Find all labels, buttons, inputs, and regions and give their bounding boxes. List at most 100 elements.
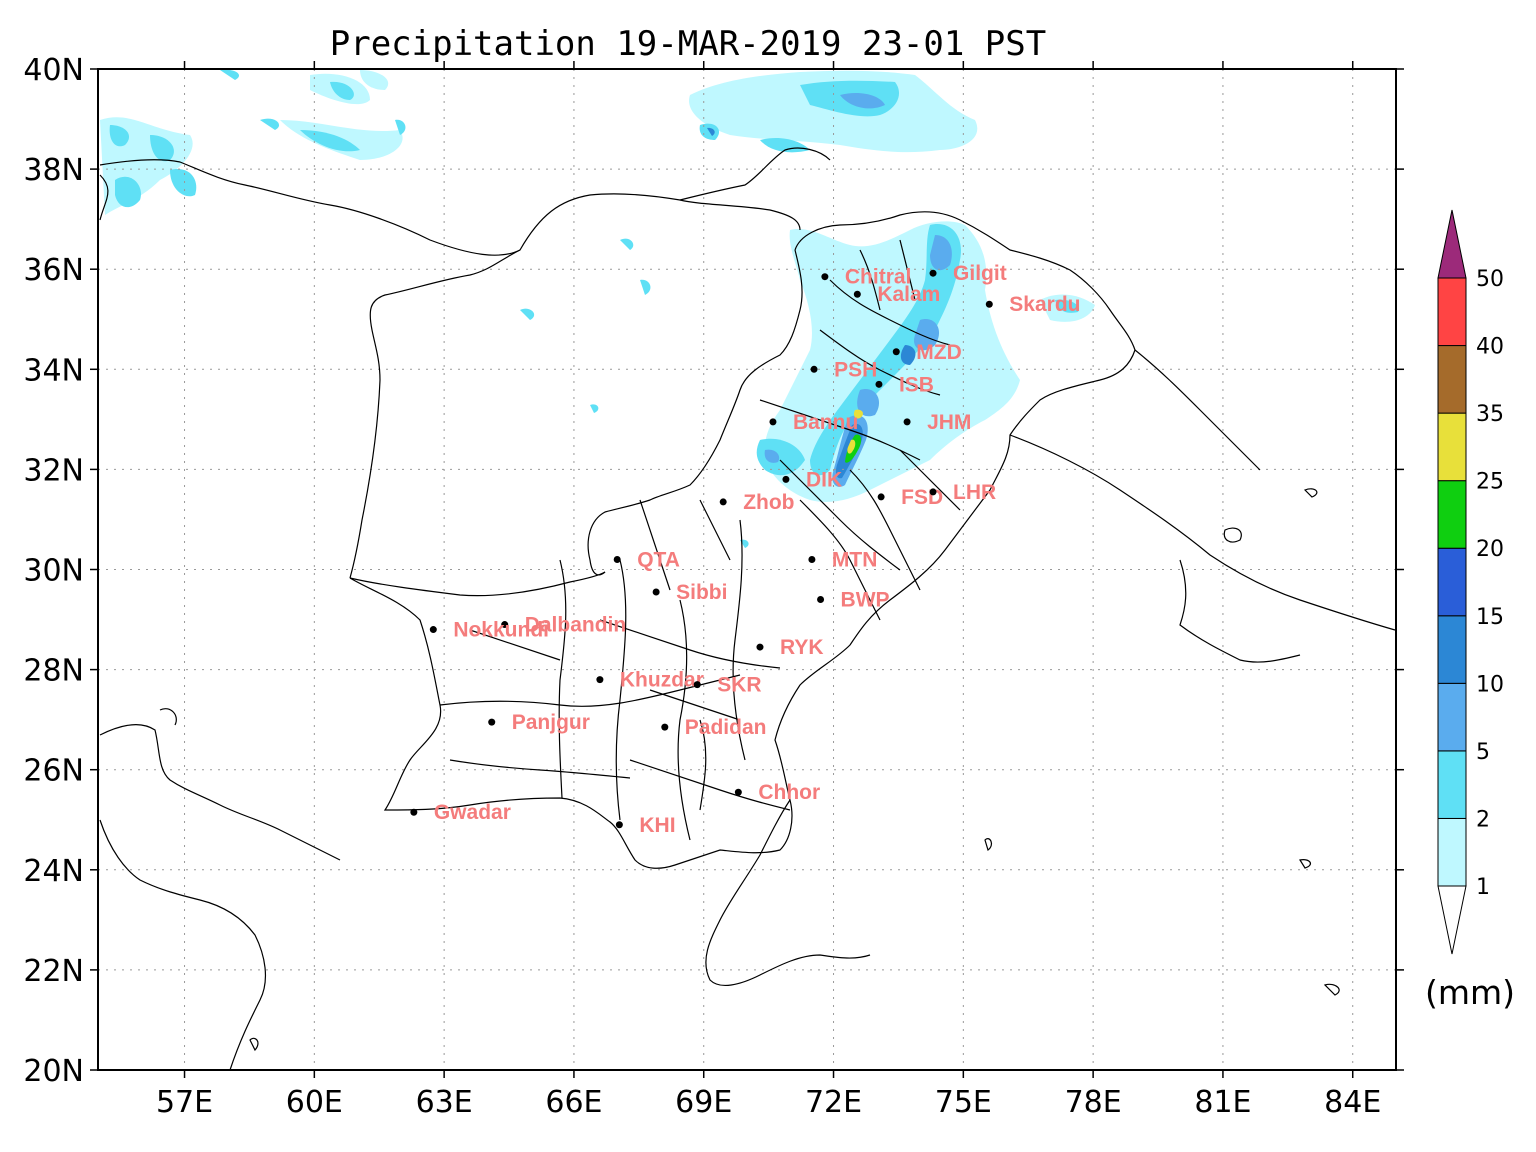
colorbar-segment	[1437, 547, 1467, 617]
city-label: SKR	[717, 674, 761, 697]
colorbar-level-label: 50	[1476, 267, 1504, 292]
lon-tick-label: 81E	[1194, 1085, 1251, 1120]
city-marker	[488, 718, 496, 726]
city-marker	[810, 365, 818, 373]
map-title: Precipitation 19-MAR-2019 23-01 PST	[330, 24, 1046, 64]
city-label: PSH	[834, 358, 877, 381]
lat-tick-label: 20N	[23, 1054, 84, 1089]
city-marker	[929, 488, 937, 496]
colorbar-level-label: 35	[1476, 402, 1504, 427]
city-label: Khuzdar	[620, 669, 704, 692]
city-label: Dalbandin	[525, 614, 627, 637]
colorbar-level-label: 10	[1476, 672, 1504, 697]
colorbar-segment	[1437, 750, 1467, 819]
colorbar-level-label: 25	[1476, 470, 1504, 495]
city-marker	[808, 555, 816, 563]
city-label: Panjgur	[512, 711, 590, 734]
city-marker	[769, 418, 777, 426]
lon-tick-label: 60E	[286, 1085, 343, 1120]
city-label: Chhor	[758, 781, 820, 804]
colorbar-level-label: 40	[1476, 335, 1504, 360]
colorbar-segment	[1437, 682, 1467, 752]
colorbar-segment	[1437, 480, 1467, 549]
lat-tick-label: 36N	[23, 253, 84, 288]
lat-tick-label: 26N	[23, 754, 84, 789]
city-marker	[596, 676, 604, 684]
city-marker	[613, 555, 621, 563]
city-label: RYK	[780, 636, 824, 659]
city-label: Zhob	[743, 491, 794, 514]
city-label: Chitral	[845, 266, 912, 289]
lon-tick-label: 78E	[1065, 1085, 1122, 1120]
colorbar-level-label: 5	[1476, 740, 1490, 765]
colorbar-segment	[1437, 817, 1467, 887]
boundaries	[99, 147, 1396, 1071]
units-label: (mm)	[1425, 973, 1515, 1012]
colorbar-level-label: 20	[1476, 537, 1504, 562]
city-label: JHM	[927, 411, 971, 434]
city-label: Padidan	[685, 716, 767, 739]
lat-tick-label: 32N	[23, 453, 84, 488]
city-marker	[756, 643, 764, 651]
city-label: Sibbi	[676, 581, 727, 604]
city-label: MTN	[832, 548, 878, 571]
city-marker	[821, 273, 829, 281]
city-marker	[661, 723, 669, 731]
city-marker	[501, 621, 509, 629]
city-label: LHR	[953, 481, 996, 504]
city-marker	[652, 588, 660, 596]
lat-tick-label: 38N	[23, 153, 84, 188]
colorbar-segment	[1437, 615, 1467, 684]
city-label: Gwadar	[434, 801, 511, 824]
city-marker	[875, 380, 883, 388]
colorbar-segment	[1437, 345, 1467, 414]
lat-tick-label: 22N	[23, 954, 84, 989]
axes: 40N 38N 36N 34N 32N 30N 28N 26N 24N 22N 20N 57E 60E 6…	[23, 53, 1404, 1120]
city-label: FSD	[901, 486, 943, 509]
city-label: Nokkundi	[453, 619, 549, 642]
lon-tick-label: 57E	[156, 1085, 213, 1120]
lat-tick-label: 24N	[23, 854, 84, 889]
city-label: DIK	[806, 468, 842, 491]
city-marker	[877, 493, 885, 501]
colorbar-segment	[1437, 412, 1467, 482]
lon-tick-label: 69E	[675, 1085, 732, 1120]
lon-tick-label: 75E	[935, 1085, 992, 1120]
city-marker	[615, 821, 623, 829]
city-marker	[429, 626, 437, 634]
city-label: Bannu	[793, 411, 858, 434]
lon-tick-label: 63E	[416, 1085, 473, 1120]
city-marker	[782, 475, 790, 483]
city-label: Kalam	[877, 283, 940, 306]
lon-tick-label: 84E	[1324, 1085, 1381, 1120]
precipitation-field	[100, 69, 1095, 548]
city-marker	[985, 300, 993, 308]
city-label: QTA	[637, 548, 680, 571]
lat-tick-label: 28N	[23, 654, 84, 689]
lat-tick-label: 30N	[23, 554, 84, 589]
city-label: MZD	[916, 341, 962, 364]
lat-tick-label: 40N	[23, 53, 84, 88]
colorbar-level-label: 2	[1476, 807, 1490, 832]
city-markers: Chitral Gilgit Kalam Skardu MZD PSH ISB Bannu JH…	[410, 262, 1080, 837]
city-marker	[817, 596, 825, 604]
city-marker	[410, 808, 418, 816]
city-label: Skardu	[1009, 293, 1080, 316]
city-marker	[892, 348, 900, 356]
lon-tick-label: 66E	[545, 1085, 602, 1120]
city-marker	[929, 269, 937, 277]
city-marker	[853, 290, 861, 298]
city-label: KHI	[639, 814, 675, 837]
city-label: BWP	[841, 589, 890, 612]
city-label: ISB	[899, 373, 934, 396]
city-marker	[903, 418, 911, 426]
colorbar-level-label: 15	[1476, 605, 1504, 630]
city-marker	[693, 681, 701, 689]
city-label: Gilgit	[953, 262, 1007, 285]
lat-lon-grid	[98, 69, 1396, 1070]
colorbar-under-triangle	[1437, 885, 1467, 955]
city-marker	[719, 498, 727, 506]
lon-tick-label: 72E	[805, 1085, 862, 1120]
